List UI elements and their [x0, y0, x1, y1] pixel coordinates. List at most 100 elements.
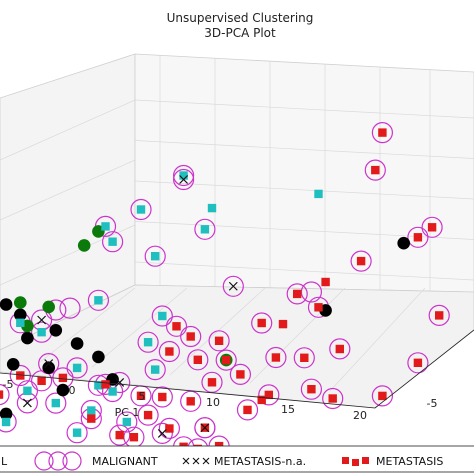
malignant-ring-marker [116, 411, 138, 433]
square-point [158, 392, 167, 402]
legend-label: MALIGNANT [92, 455, 158, 468]
square-point [186, 397, 195, 406]
legend-label: L [1, 455, 8, 468]
malignant-ring-marker [165, 315, 188, 337]
malignant-ring-marker [428, 304, 450, 326]
square-point [94, 296, 103, 305]
square-point [193, 355, 202, 364]
malignant-ring-marker [59, 297, 81, 319]
x-tick-label: 0 [69, 384, 76, 397]
legend: L MALIGNANT METASTASIS-n.a. METASTASIS [0, 445, 474, 473]
legend-label: METASTASIS-n.a. [214, 455, 306, 468]
malignant-ring-marker [371, 122, 393, 144]
square-point [278, 319, 288, 329]
malignant-ring-marker [45, 392, 67, 414]
malignant-ring-marker [258, 384, 280, 406]
circle-point [13, 308, 27, 322]
square-point [179, 171, 188, 180]
data-points [0, 128, 444, 454]
malignant-ring-marker [407, 226, 429, 248]
square-point [236, 370, 245, 379]
legend-square-icon [362, 457, 369, 464]
malignant-ring-marker [151, 422, 173, 444]
malignant-ring-marker [293, 347, 315, 369]
square-point [136, 391, 146, 400]
square-point [143, 338, 153, 347]
x-tick-label: 5 [139, 390, 146, 403]
chart-title: Unsupervised Clustering [167, 11, 314, 25]
malignant-ring-marker [144, 245, 166, 267]
circle-point [42, 300, 55, 314]
square-point [143, 410, 153, 420]
malignant-ring-marker [215, 349, 237, 371]
legend-ring-icon [62, 451, 82, 471]
legend-label: METASTASIS [376, 455, 443, 468]
grid-line [91, 287, 188, 368]
circle-point [397, 236, 411, 250]
x-tick-label: 20 [353, 409, 367, 422]
grid-line [134, 99, 474, 119]
square-point [165, 424, 174, 433]
legend-entry: METASTASIS-n.a. [182, 455, 306, 468]
malignant-ring-marker [201, 371, 223, 393]
square-point [413, 358, 423, 367]
malignant-ring-marker [329, 338, 351, 360]
circle-point [21, 331, 34, 345]
x-tick-label: 10 [206, 396, 220, 409]
circle-point [0, 407, 13, 421]
malignant-ring-marker [66, 422, 88, 444]
malignant-ring-marker [101, 231, 124, 253]
square-point [0, 390, 4, 399]
legend-entry: METASTASIS [342, 455, 443, 468]
square-point [165, 347, 174, 356]
square-point [122, 417, 131, 427]
square-point [378, 391, 387, 401]
square-point [371, 165, 380, 175]
malignant-ring-marker [180, 390, 202, 412]
malignant-ring-marker [180, 325, 202, 348]
malignant-ring-marker [173, 168, 195, 191]
square-point [58, 373, 68, 383]
y-tick-label: -5 [427, 397, 438, 410]
grid-line [134, 261, 474, 281]
square-point [328, 394, 337, 403]
malignant-ring-marker [137, 404, 159, 426]
grid-line [249, 287, 346, 384]
circle-point [6, 358, 20, 371]
malignant-ring-marker [236, 399, 259, 421]
square-point [87, 414, 96, 423]
grid-line [329, 287, 426, 392]
x-point [37, 315, 47, 325]
legend-frame [0, 445, 474, 473]
circle-point [42, 361, 55, 375]
square-point [314, 189, 323, 199]
square-point [37, 328, 46, 337]
square-point [413, 233, 423, 242]
x-axis-label: PC 1 [115, 406, 140, 419]
x-point [44, 359, 54, 369]
malignant-ring-marker [407, 352, 429, 374]
malignant-ring-marker [194, 218, 216, 240]
legend-ring-icon [34, 451, 54, 471]
square-point [94, 381, 103, 390]
legend-ring-icon [48, 451, 68, 471]
grid-line [39, 287, 136, 363]
square-point [257, 318, 266, 328]
square-point [214, 336, 224, 345]
malignant-ring-marker [16, 380, 38, 402]
x-tick-label: 15 [281, 403, 295, 416]
malignant-ring-marker [194, 417, 216, 439]
malignant-ring-marker [173, 164, 195, 187]
x-point [179, 175, 189, 184]
malignant-ring-marker [265, 346, 287, 369]
grid-line [0, 159, 136, 221]
x-point [115, 378, 125, 387]
circle-point [0, 298, 13, 311]
y-axis-line [374, 329, 474, 409]
malignant-ring-marker [251, 312, 273, 334]
malignant-ring-marker [222, 275, 244, 297]
grid-line [0, 224, 136, 286]
square-point [108, 237, 117, 246]
square-point [186, 332, 195, 341]
